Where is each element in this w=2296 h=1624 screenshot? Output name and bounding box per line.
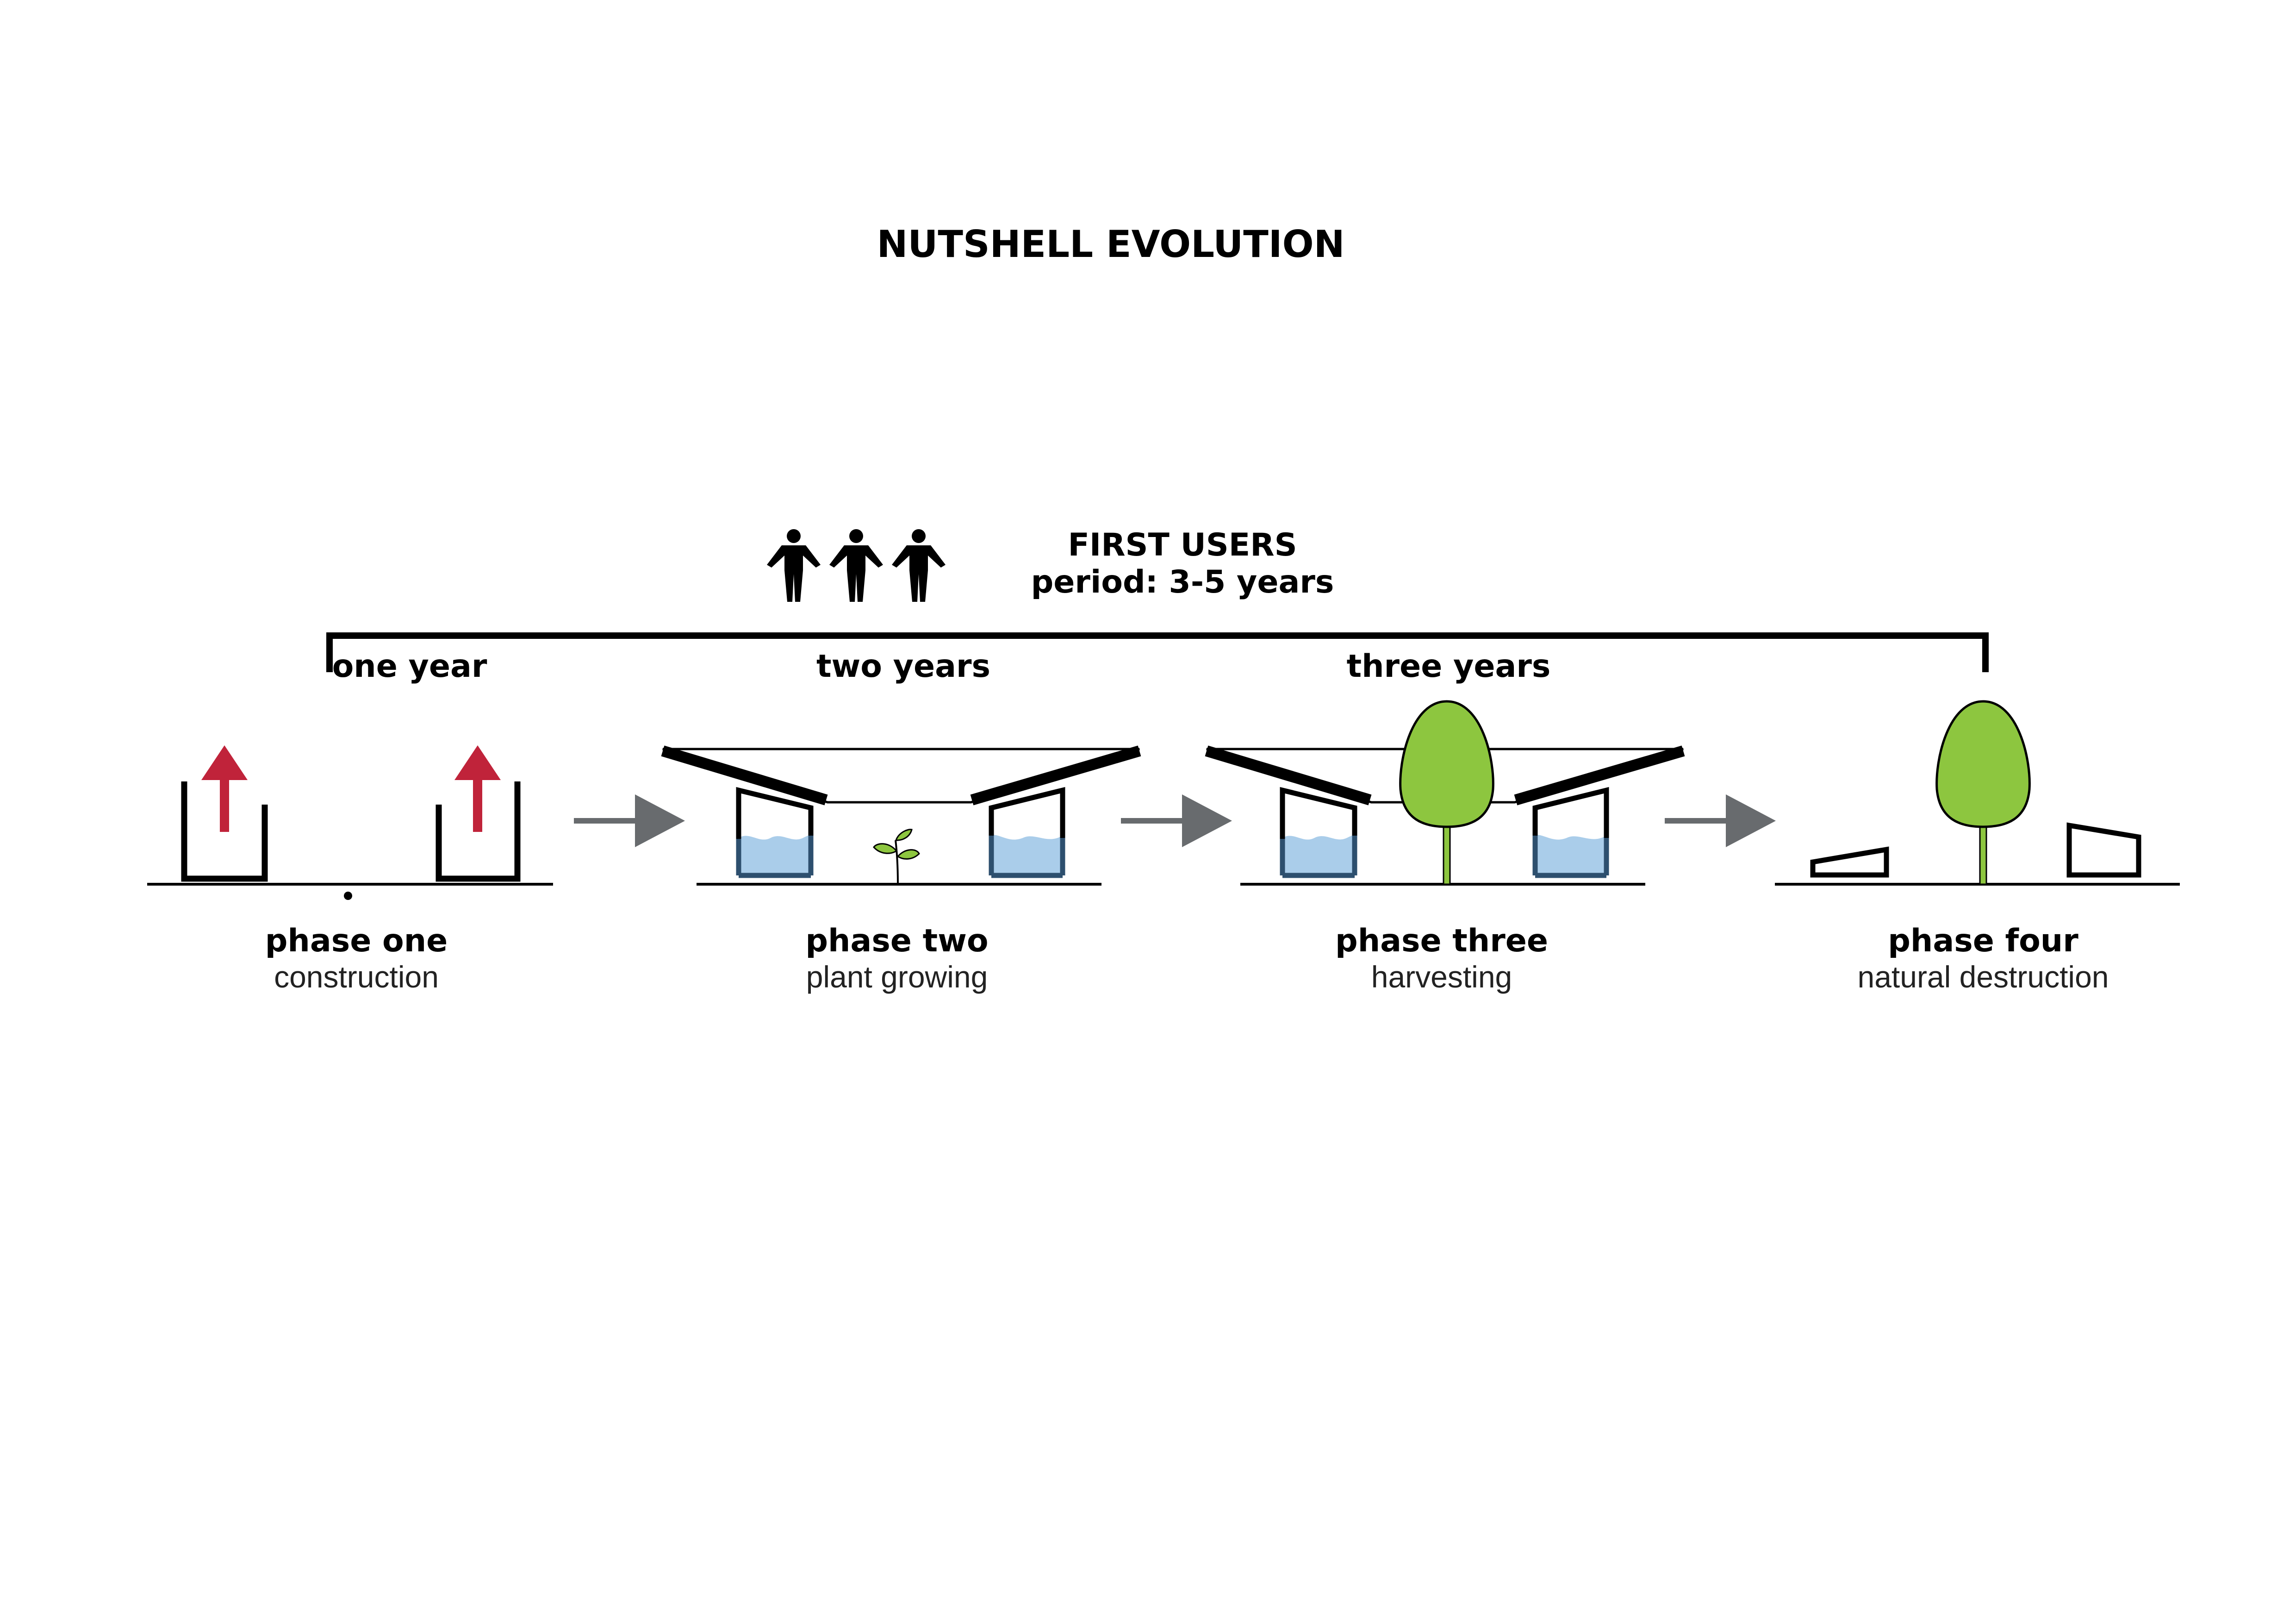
first-users-period: period: 3-5 years	[1031, 564, 1334, 600]
timeline-label-two-years: two years	[816, 648, 990, 685]
shell-left	[181, 781, 268, 882]
water-tank-icon	[1532, 787, 1609, 878]
phase-three-illustration	[1205, 701, 1685, 886]
arrow-right-icon	[1665, 794, 1776, 847]
phase-description: plant growing	[806, 960, 988, 994]
shell-fragment-left	[1810, 846, 1889, 878]
person-icon	[829, 529, 883, 602]
water-tank-icon	[736, 787, 814, 878]
arrow-up-icon	[201, 745, 248, 832]
phase-two-illustration	[661, 745, 1141, 886]
water-tank-icon	[989, 787, 1065, 878]
phase-labels: phase one construction phase two plant g…	[265, 923, 2109, 994]
first-users-heading: FIRST USERS	[1068, 527, 1297, 563]
arrow-up-icon	[454, 745, 501, 832]
phase-description: natural destruction	[1858, 960, 2109, 994]
person-icon	[892, 529, 946, 602]
water-tank-icon	[1280, 787, 1357, 878]
shell-fragment-right	[2066, 822, 2141, 878]
phase-description: construction	[274, 960, 439, 994]
timeline-label-three-years: three years	[1347, 648, 1551, 685]
arrow-right-icon	[1121, 794, 1232, 847]
phase-one-illustration	[147, 745, 553, 900]
seedling-icon	[873, 829, 920, 885]
phase-description: harvesting	[1371, 960, 1512, 994]
phase-name: phase two	[805, 923, 988, 959]
tree-icon	[1937, 701, 2030, 885]
page-title: NUTSHELL EVOLUTION	[877, 223, 1344, 266]
first-users-icons	[767, 529, 946, 602]
shell-right	[436, 781, 521, 882]
phase-name: phase one	[265, 923, 448, 959]
arrow-right-icon	[574, 794, 685, 847]
timeline-bracket	[326, 632, 1989, 672]
timeline-label-one-year: one year	[332, 648, 487, 685]
person-icon	[767, 529, 821, 602]
phase-name: phase three	[1335, 923, 1548, 959]
phase-four-illustration	[1775, 701, 2180, 886]
phase-name: phase four	[1888, 923, 2078, 959]
tree-icon	[1400, 701, 1493, 885]
